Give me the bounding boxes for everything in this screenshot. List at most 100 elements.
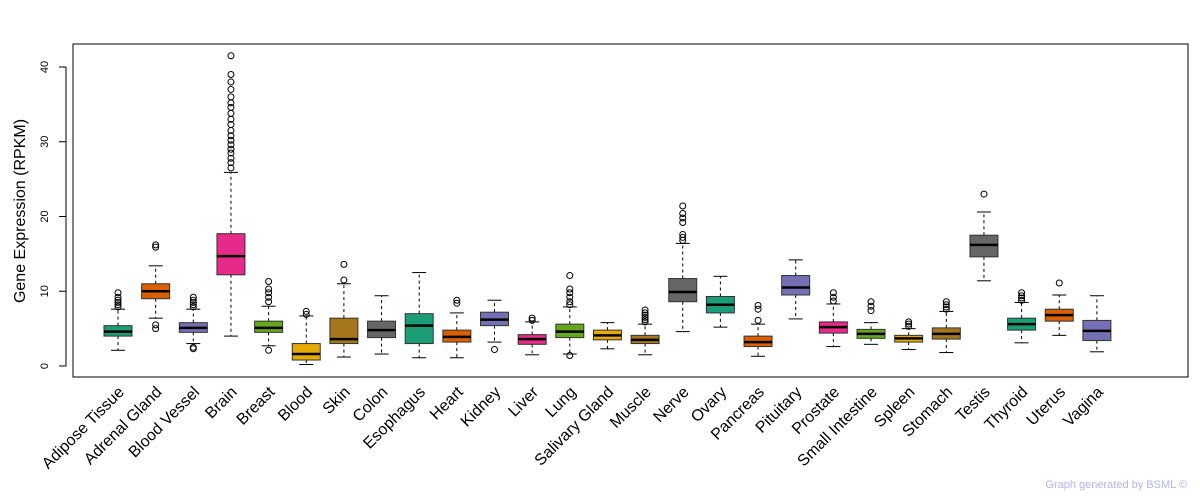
outlier-point [754, 301, 762, 309]
outlier-point [641, 318, 649, 326]
box-colon [367, 295, 397, 355]
x-label-kidney: Kidney [458, 384, 505, 431]
outlier-point [227, 109, 235, 117]
outlier-point [227, 121, 235, 129]
outlier-point [566, 272, 574, 280]
outlier-point [227, 52, 235, 60]
box-spleen [894, 318, 924, 351]
outlier-point [302, 307, 310, 315]
box-nerve [668, 202, 698, 333]
outlier-point [905, 318, 913, 326]
outlier-point [679, 233, 687, 241]
box-blood [291, 307, 321, 366]
outlier-point [227, 164, 235, 172]
outlier-point [227, 93, 235, 101]
box-uterus [1044, 279, 1074, 336]
outlier-point [641, 309, 649, 317]
outlier-point [114, 303, 122, 311]
outlier-point [867, 302, 875, 310]
outlier-point [754, 305, 762, 313]
x-label-skin: Skin [320, 384, 354, 418]
outlier-point [227, 159, 235, 167]
outlier-point [566, 293, 574, 301]
outlier-point [679, 214, 687, 222]
outlier-point [227, 85, 235, 93]
y-tick-label: 0 [39, 363, 51, 369]
outlier-point [980, 190, 988, 198]
y-axis: 0 10 20 30 40 [39, 61, 67, 369]
x-label-vagina: Vagina [1060, 384, 1106, 430]
outlier-point [227, 154, 235, 162]
outlier-point [829, 297, 837, 305]
outlier-point [189, 293, 197, 301]
outlier-point [566, 298, 574, 306]
outlier-point [1018, 292, 1026, 300]
box-pancreas [743, 301, 773, 357]
outlier-point [641, 306, 649, 314]
x-label-liver: Liver [505, 383, 542, 420]
box-adipose-tissue [103, 289, 133, 351]
outlier-point [679, 202, 687, 210]
outlier-point [829, 293, 837, 301]
outlier-point [265, 278, 273, 286]
outlier-point [152, 241, 160, 249]
box-skin [329, 260, 359, 358]
outlier-point [302, 310, 310, 318]
outlier-point [340, 260, 348, 268]
outlier-point [227, 70, 235, 78]
outlier-point [227, 149, 235, 157]
box-heart [442, 296, 472, 359]
outlier-point [227, 99, 235, 107]
outlier-point [114, 296, 122, 304]
x-label-uterus: Uterus [1024, 384, 1069, 429]
outlier-point [905, 322, 913, 330]
iqr-box [404, 313, 434, 345]
box-pituitary [781, 259, 811, 320]
y-tick-label: 40 [39, 61, 51, 73]
outlier-point [942, 303, 950, 311]
outlier-point [1018, 294, 1026, 302]
outlier-point [867, 307, 875, 315]
box-adrenal-gland [141, 241, 171, 333]
box-liver [517, 314, 547, 356]
outlier-point [641, 316, 649, 324]
outlier-point [227, 145, 235, 153]
box-breast [254, 278, 284, 354]
outlier-point [189, 301, 197, 309]
box-brain [216, 52, 246, 337]
outlier-point [453, 299, 461, 307]
outlier-point [1055, 279, 1063, 287]
box-stomach [931, 298, 961, 354]
box-lung [555, 272, 585, 360]
credit-text: Graph generated by BSML © [1045, 479, 1187, 491]
box-ovary [705, 275, 735, 328]
outlier-point [265, 289, 273, 297]
outlier-point [265, 293, 273, 301]
outlier-point [1018, 296, 1026, 304]
box-prostate [818, 289, 848, 348]
outlier-point [227, 141, 235, 149]
outlier-point [227, 132, 235, 140]
outlier-point [265, 285, 273, 293]
outlier-point [528, 314, 536, 322]
outlier-point [265, 346, 273, 354]
outlier-point [942, 301, 950, 309]
outlier-point [679, 210, 687, 218]
outlier-point [265, 298, 273, 306]
outlier-point [227, 136, 235, 144]
outlier-point [942, 298, 950, 306]
outlier-point [114, 298, 122, 306]
outlier-point [867, 298, 875, 306]
outlier-point [566, 285, 574, 293]
outlier-point [152, 243, 160, 251]
box-muscle [630, 306, 660, 356]
outlier-point [641, 313, 649, 321]
outlier-point [152, 321, 160, 329]
outlier-point [905, 320, 913, 328]
plot-frame [72, 43, 1189, 378]
box-blood-vessel [178, 293, 208, 353]
box-thyroid [1007, 289, 1037, 344]
outlier-point [1018, 289, 1026, 297]
